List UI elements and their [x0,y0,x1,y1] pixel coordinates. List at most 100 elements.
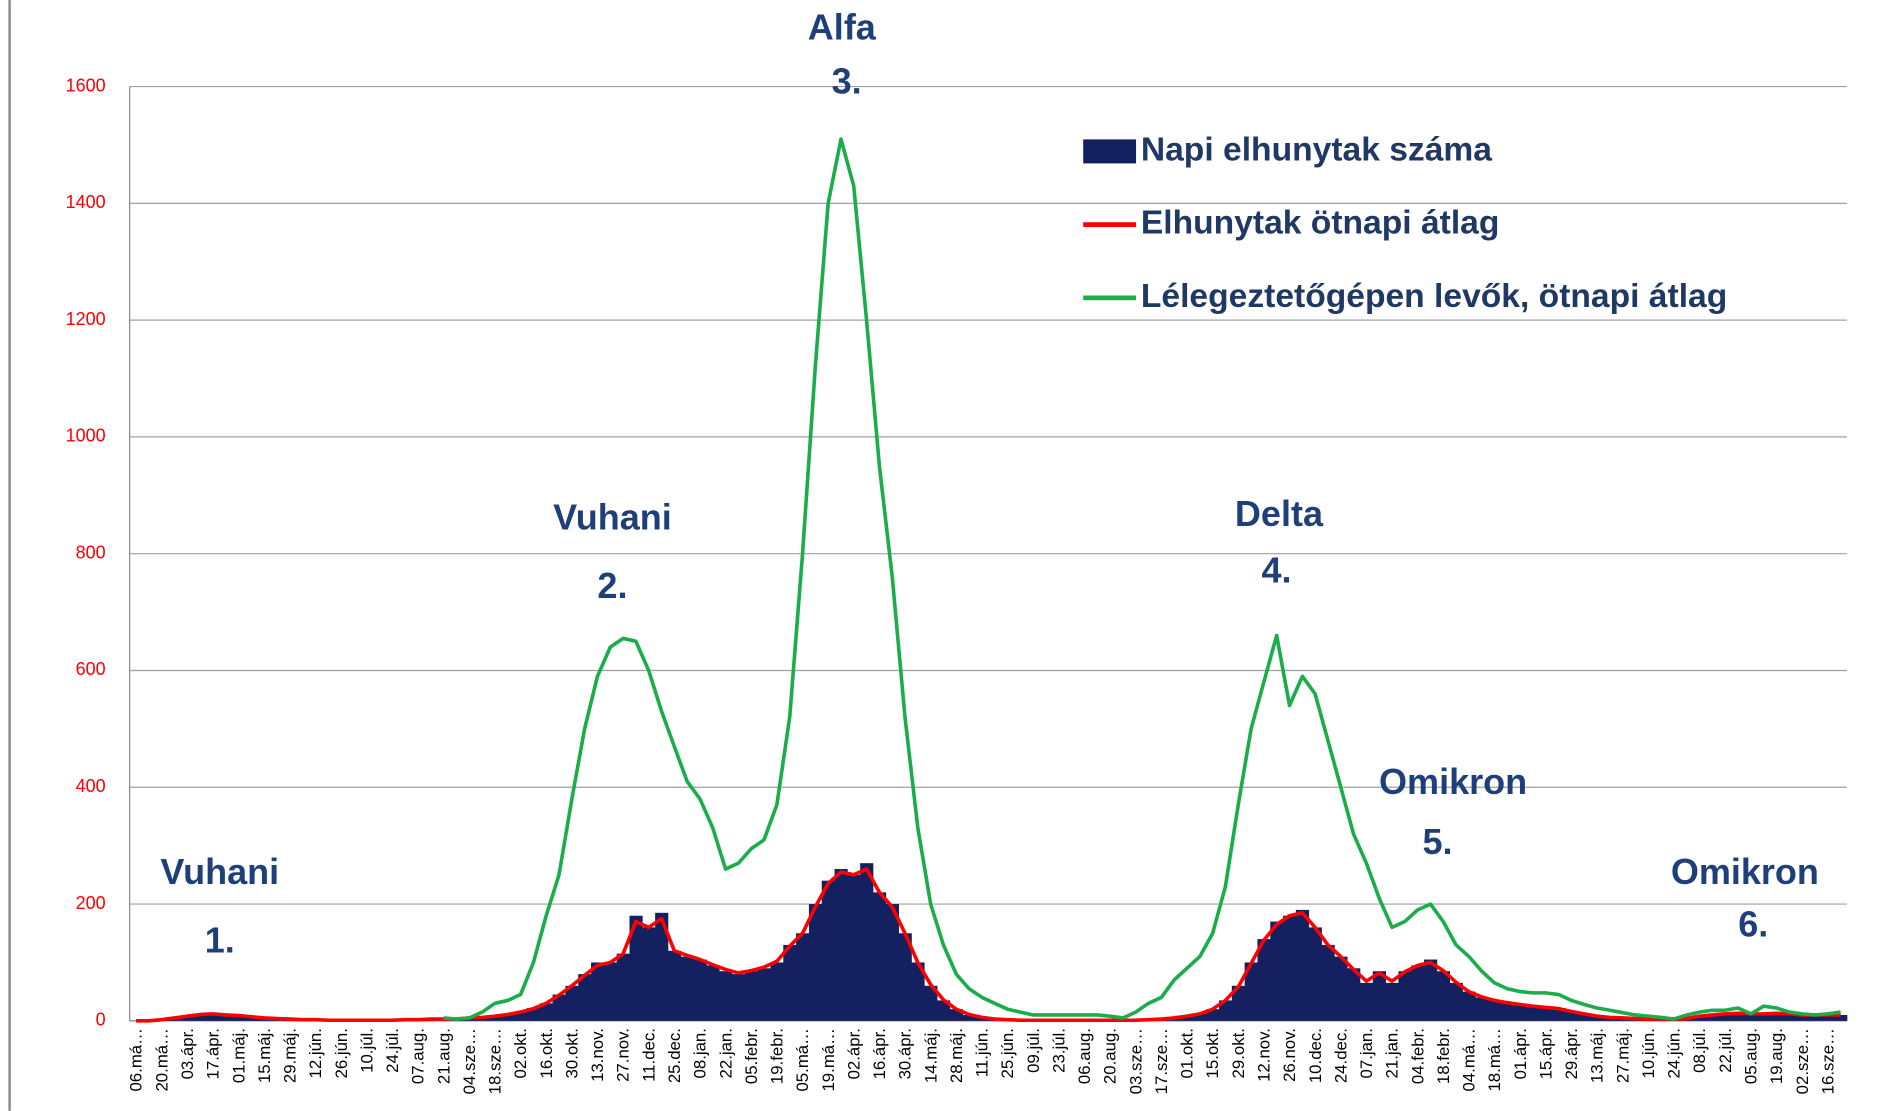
x-tick-label: 04.má… [1460,1028,1479,1091]
x-tick-label: 17.ápr. [204,1028,223,1079]
x-tick-label: 13.máj. [1588,1028,1607,1083]
legend-label: Napi elhunytak száma [1141,131,1492,168]
x-tick-label: 04.febr. [1408,1028,1427,1084]
x-tick-label: 17.sze… [1152,1028,1171,1094]
bar [1180,1016,1194,1021]
bar [1731,1012,1745,1021]
bar [1565,1012,1579,1021]
legend-swatch [1083,139,1137,164]
x-tick-label: 12.jún. [306,1028,325,1078]
bar [1526,1006,1540,1021]
bar [1321,944,1335,1021]
bar [949,1009,964,1021]
x-tick-label: 21.aug. [434,1028,453,1084]
bar [924,985,938,1021]
bar [783,944,797,1021]
x-tick-label: 27.nov. [614,1028,633,1082]
x-tick-label: 07.aug. [409,1028,428,1084]
bar [591,962,605,1021]
bar [578,974,592,1021]
y-tick-label: 1600 [66,75,106,95]
x-tick-label: 08.jan. [691,1028,710,1078]
annotation-label: Alfa [808,7,877,48]
bar [1295,909,1310,1021]
bar [1706,1015,1720,1021]
bar [501,1013,515,1021]
x-tick-label: 14.máj. [921,1028,940,1083]
annotation-number: 4. [1262,549,1292,590]
bar [796,933,810,1021]
x-tick-label: 01.máj. [229,1028,248,1083]
x-tick-label: 01.okt. [1178,1028,1197,1078]
bar [514,1012,528,1021]
x-tick-label: 18.má… [1485,1028,1504,1091]
bar [1347,968,1361,1021]
bar [539,1003,553,1021]
bar [860,863,874,1021]
bar [872,892,887,1021]
bar [1539,1007,1553,1021]
bar [206,1013,220,1021]
bar [1834,1015,1848,1021]
bar [1500,1003,1515,1021]
annotation-label: Vuhani [160,851,279,892]
bar [180,1016,195,1021]
legend-label: Lélegeztetőgépen levők, ötnapi átlag [1141,278,1727,315]
x-tick-label: 23.júl. [1049,1028,1068,1073]
bar [552,994,566,1021]
bar [911,962,925,1021]
bar [1398,971,1412,1021]
x-tick-label: 16.sze… [1818,1028,1837,1094]
x-tick-label: 15.okt. [1203,1028,1222,1078]
bar [1757,1013,1771,1021]
x-tick-label: 05.febr. [742,1028,761,1084]
bar [1436,971,1451,1021]
x-tick-label: 06.má… [127,1028,146,1091]
x-tick-label: 20.má… [152,1028,171,1091]
bar [1385,982,1399,1021]
bar [565,985,579,1021]
bar [693,959,707,1021]
x-tick-label: 01.ápr. [1511,1028,1530,1079]
bar [1244,962,1258,1021]
bar [1462,991,1476,1021]
bar [847,874,861,1021]
x-tick-label: 13.nov. [588,1028,607,1082]
x-tick-label: 29.ápr. [1562,1028,1581,1079]
annotation-label: Vuhani [553,497,672,538]
bar [1359,982,1374,1021]
x-tick-label: 15.máj. [255,1028,274,1083]
bar [757,968,771,1021]
bar [1231,985,1246,1021]
x-tick-label: 18.sze… [486,1028,505,1094]
bar [962,1015,976,1021]
x-tick-label: 22.júl. [1716,1028,1735,1073]
x-tick-label: 28.máj. [947,1028,966,1083]
bar [655,912,669,1021]
annotation-number: 2. [597,565,627,606]
bar [667,950,682,1021]
annotation-number: 1. [205,919,235,960]
x-tick-label: 06.aug. [1075,1028,1094,1084]
x-tick-label: 24.júl. [383,1028,402,1073]
x-tick-label: 16.okt. [537,1028,556,1078]
x-tick-label: 16.ápr. [870,1028,889,1079]
bar [245,1016,259,1021]
x-tick-label: 29.okt. [1229,1028,1248,1078]
bar [732,974,746,1021]
x-tick-label: 26.nov. [1280,1028,1299,1082]
bar [1270,921,1284,1021]
bar [219,1015,233,1021]
bar [1513,1004,1527,1021]
y-tick-label: 1400 [66,192,106,212]
bar [1488,1000,1502,1021]
y-tick-label: 200 [76,893,106,913]
bar [937,1000,951,1021]
bar [629,915,643,1021]
x-tick-label: 08.júl. [1690,1028,1709,1073]
bar [744,971,759,1021]
x-tick-label: 26.jún. [332,1028,351,1078]
annotation-number: 6. [1738,904,1768,945]
annotation-label: Omikron [1379,761,1527,802]
